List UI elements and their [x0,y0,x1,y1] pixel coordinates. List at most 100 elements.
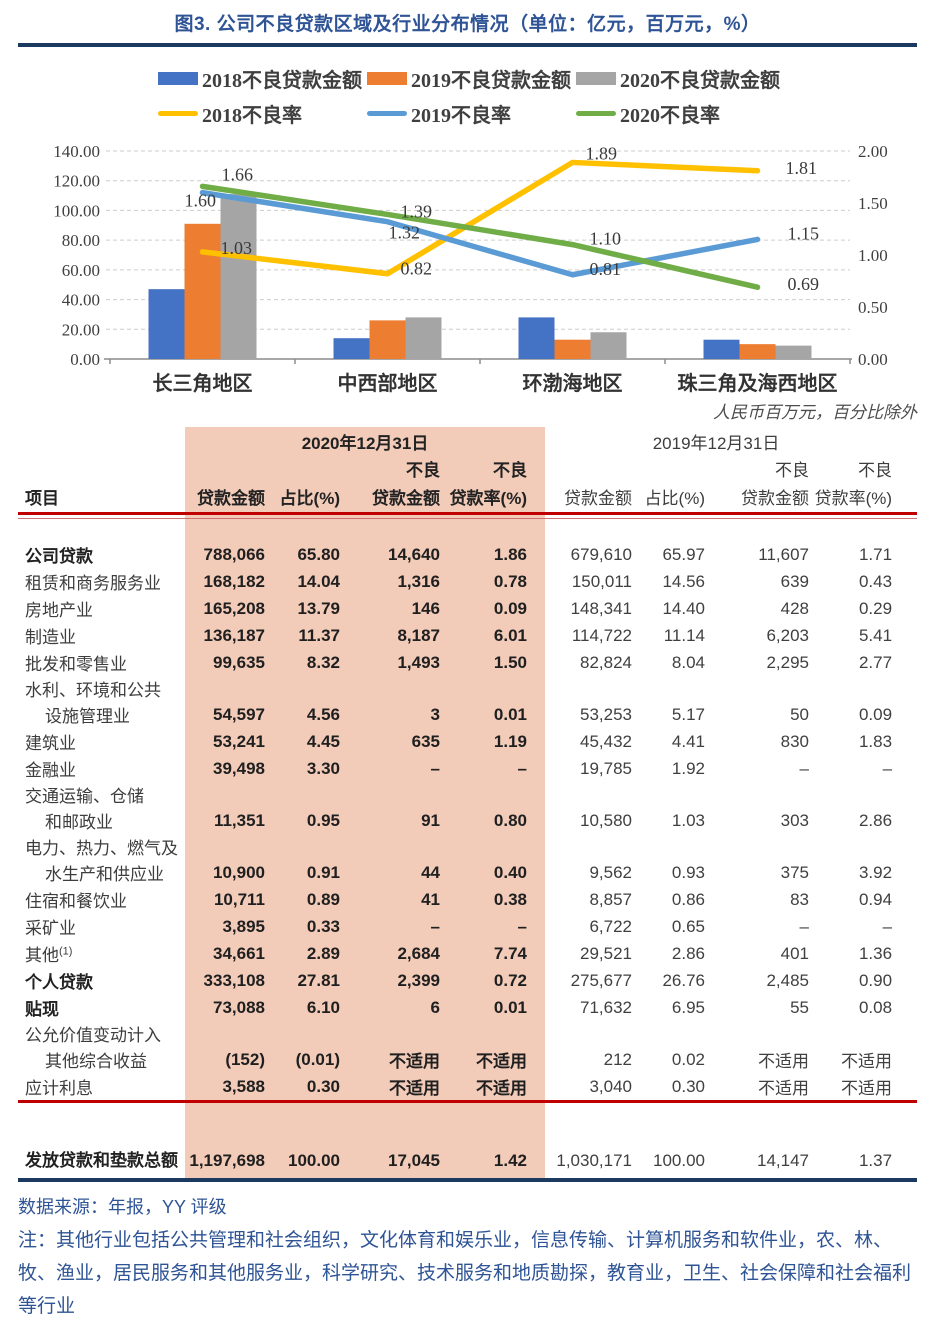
value-2019: 1.92 [671,758,706,778]
legend-line-swatch [367,111,407,116]
value-2019: 0.02 [671,1049,706,1069]
value-2020: 4.45 [306,731,340,751]
value-2020: 0.01 [493,997,528,1017]
value-2020: 0.30 [306,1076,340,1096]
value-2019: 0.86 [671,889,706,909]
table-row: 应计利息 3,588 0.30 不适用 不适用 3,040 0.30 不适用 不适用 [18,1073,917,1102]
value-2020: 6.10 [306,997,340,1017]
left-axis-tick-label: 140.00 [53,142,100,161]
legend-label: 2019不良率 [411,105,511,127]
value-2020: 39,498 [213,758,265,778]
value-2020: – [517,758,528,778]
point-label: 1.66 [222,164,254,184]
figure-title: 图3. 公司不良贷款区域及行业分布情况（单位：亿元，百万元，%） [174,14,761,35]
empty-cell [185,455,265,481]
value-2020: 0.40 [493,862,528,882]
right-axis-tick-label: 1.50 [858,194,888,213]
table-row: 水生产和供应业 10,900 0.91 44 0.40 9,562 0.93 375 3.92 [18,859,917,886]
legend-bar-swatch [576,72,616,85]
value-2020: 27.81 [297,970,340,990]
value-2019: 303 [780,810,810,830]
value-2020: 1,493 [397,652,440,672]
value-2019: 3,040 [589,1076,633,1096]
loan-table: 2020年12月31日 2019年12月31日 不良 不良 不良 不良 项目 [18,427,918,1178]
value-2020: 不适用 [476,1079,528,1098]
value-2019: 9,562 [589,862,633,882]
column-group-header-row: 2020年12月31日 2019年12月31日 [18,427,917,455]
value-2019: 0.94 [858,889,893,909]
value-2019: 2.86 [671,943,706,963]
point-label: 1.89 [586,143,618,163]
value-2019: 10,580 [580,810,633,830]
value-2020: 2.89 [306,943,340,963]
value-2019: 0.30 [671,1076,706,1096]
value-2020: 91 [421,810,440,830]
point-label: 1.10 [590,229,622,249]
point-label: 0.81 [590,259,622,279]
value-2019: 5.17 [671,704,706,724]
table-row: 和邮政业 11,351 0.95 91 0.80 10,580 1.03 303 2.86 [18,807,917,834]
bar [184,223,221,359]
value-2019: 401 [780,943,810,963]
value-2020: 0.80 [493,810,528,830]
col-header-2020-npl-ratio: 贷款率(%) [449,489,528,508]
value-2020: 11,351 [213,810,265,830]
highlight-band-2020 [185,427,545,1178]
column-header-row: 项目 贷款金额 占比(%) 贷款金额 贷款率(%) 贷款金额 占比(%) 贷款金… [18,481,917,512]
point-label: 1.03 [221,238,253,258]
currency-unit-note: 人民币百万元，百分比除外 [713,403,917,422]
value-2019: – [799,758,810,778]
value-2019: 2,295 [766,652,810,672]
value-2020: 146 [411,598,440,618]
point-label: 0.82 [401,259,433,279]
col-header-2019-npl-ratio: 贷款率(%) [814,489,893,508]
value-2019: 26.76 [662,970,706,990]
value-2019: 50 [790,704,810,724]
value-2020: 0.01 [493,704,528,724]
value-2020: 1.19 [493,731,528,751]
value-2020: 41 [421,889,440,909]
row-label: 贴现 [25,1000,59,1019]
table-row: 建筑业 53,241 4.45 635 1.19 45,432 4.41 830 1.83 [18,728,917,755]
value-2019: 1.83 [858,731,893,751]
value-2019: – [882,916,893,936]
table-row: 制造业 136,187 11.37 8,187 6.01 114,722 11.14 6,20… [18,622,917,649]
value-2020: 11.37 [298,625,340,645]
value-2020: 0.78 [493,571,528,591]
table-row: 其他(1) 34,661 2.89 2,684 7.74 29,521 2.86 401 1.3… [18,940,917,967]
value-2020: 136,187 [203,625,265,645]
total-value-2019: 1.37 [858,1151,893,1170]
point-label: 1.81 [786,158,818,178]
value-2019: 8.04 [671,652,706,672]
total-value-2019: 100.00 [653,1151,706,1170]
value-2020: 53,241 [213,731,265,751]
value-2020: 14,640 [388,544,440,564]
value-2019: 55 [790,997,810,1017]
value-2019: 275,677 [570,970,633,990]
value-2019: 1.71 [858,544,893,564]
npl-header-2019-amount: 不良 [775,460,810,480]
value-2020: 不适用 [476,1052,528,1071]
footnote-text: 注：其他行业包括公共管理和社会组织，文化体育和娱乐业，信息传输、计算机服务和软件… [18,1230,912,1317]
value-2019: 14.56 [662,571,706,591]
point-label: 1.39 [401,201,433,221]
value-2019: – [799,916,810,936]
data-source-line: 数据来源：年报，YY 评级 [18,1197,227,1217]
value-2020: – [430,916,440,936]
point-label: 1.60 [185,191,217,211]
bar [739,344,776,359]
row-label-first-line: 公允价值变动计入 [25,1026,161,1045]
value-2019: 0.29 [858,598,893,618]
value-2019: 375 [780,862,810,882]
bar [590,332,627,359]
pre-total-rule-row [18,1100,918,1135]
table-row: 公司贷款 788,066 65.80 14,640 1.86 679,610 65.97 11… [18,541,917,568]
value-2019: 148,341 [570,598,633,618]
value-2019: 5.41 [858,625,893,645]
spacer-cell [18,519,917,541]
left-axis-tick-label: 20.00 [62,320,100,339]
value-2019: 65.97 [662,544,706,564]
total-value-2019: 14,147 [757,1151,810,1170]
row-label-first-line: 交通运输、仓储 [25,787,144,806]
